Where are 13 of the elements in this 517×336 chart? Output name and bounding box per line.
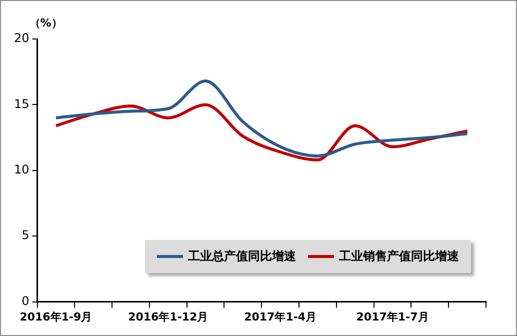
y-tick-label: 0 [22,294,30,308]
x-tick-label: 2017年1-4月 [244,310,317,324]
x-tick-label: 2017年1-7月 [356,310,429,324]
y-tick-label: 10 [14,162,30,177]
line-series [54,80,469,158]
legend-label: 工业总产值同比增速 [188,248,296,265]
legend-label: 工业销售产值同比增速 [339,248,459,265]
x-tick-label: 2016年1-12月 [128,310,208,324]
y-axis-title: （%） [29,16,62,30]
y-tick-label: 15 [14,96,30,111]
y-tick-label: 5 [22,228,30,242]
x-tick-label: 2016年1-9月 [20,310,92,324]
y-tick-label: 20 [14,31,30,46]
